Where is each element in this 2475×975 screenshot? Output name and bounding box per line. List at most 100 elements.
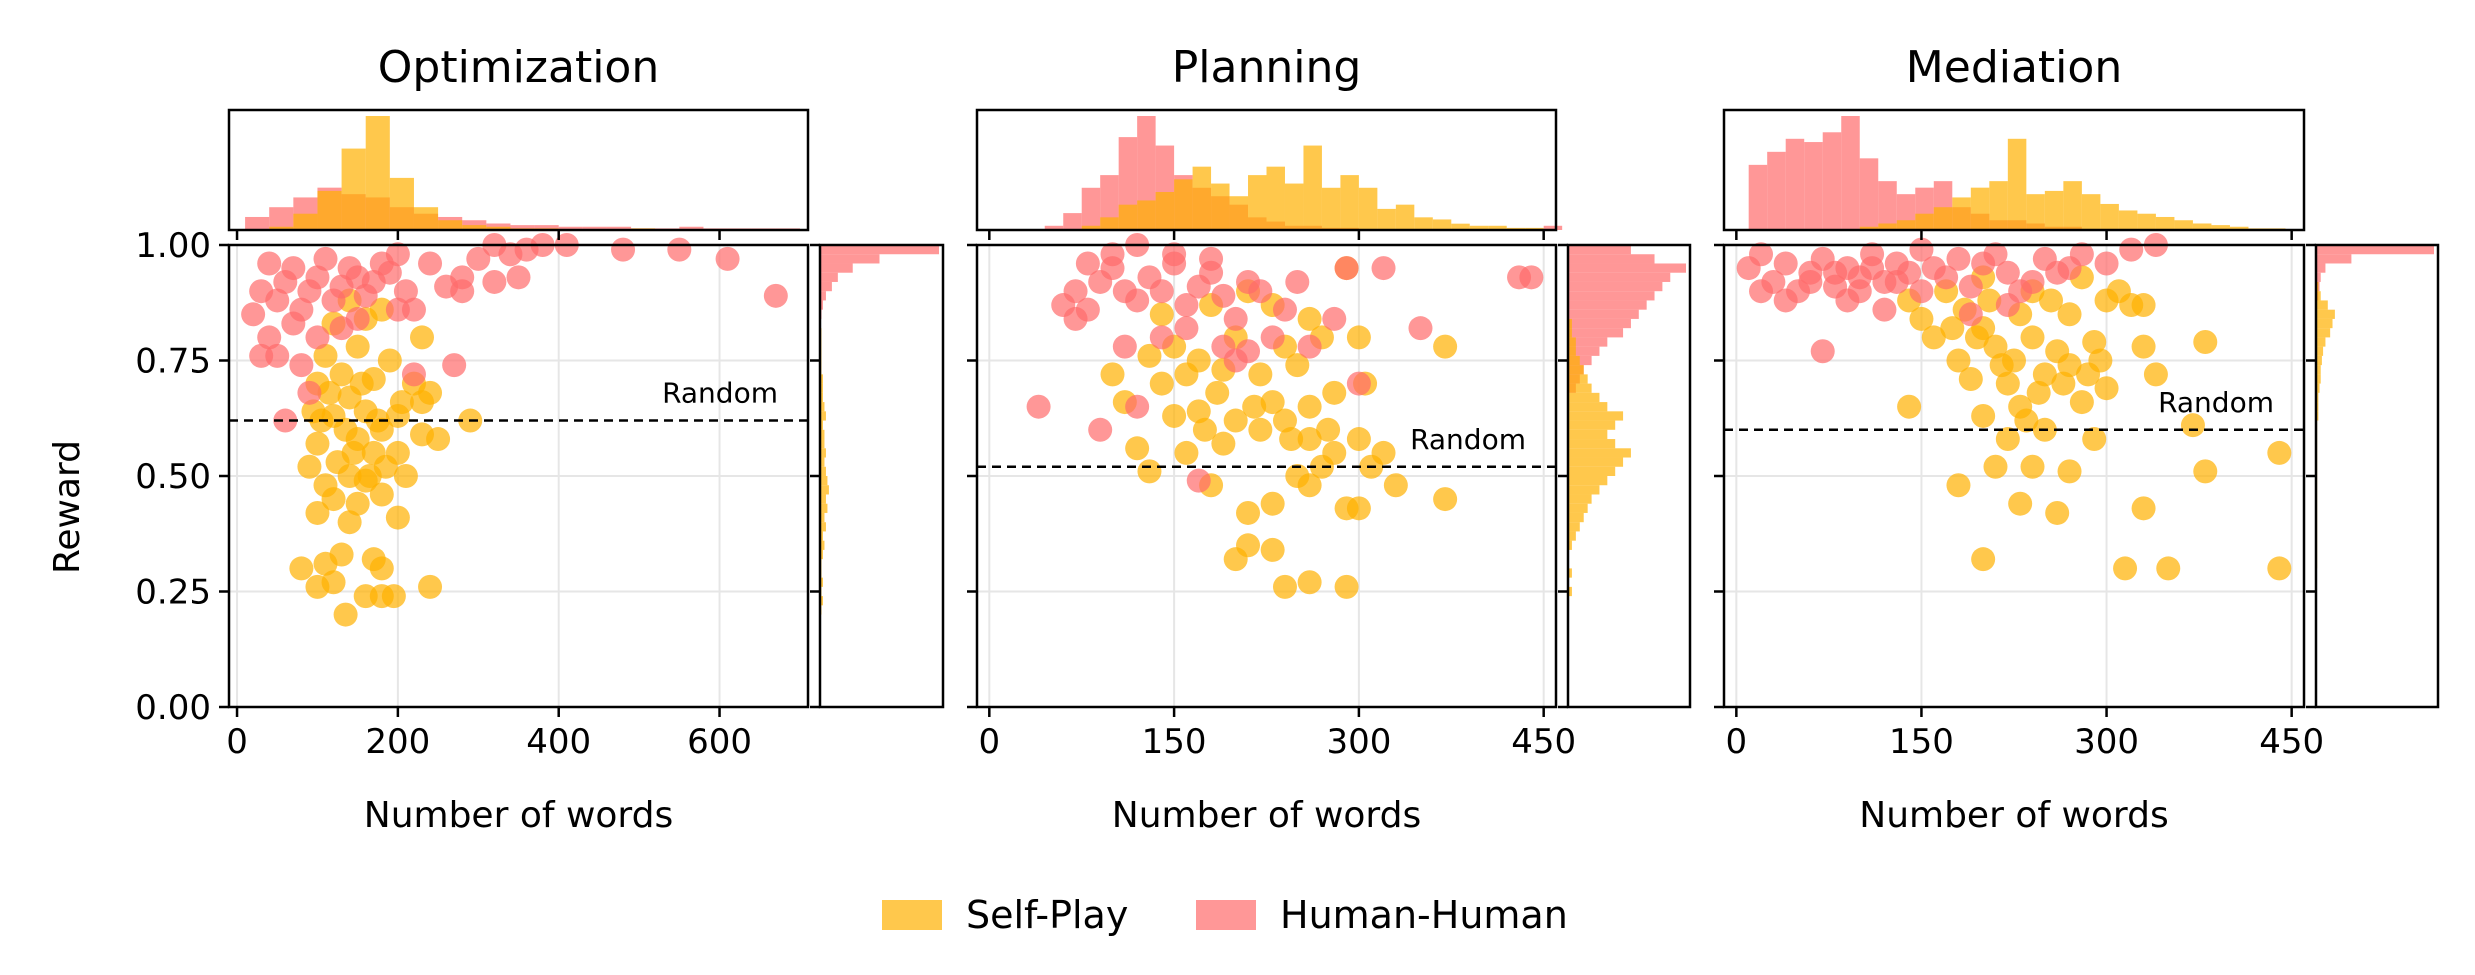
scatter-point xyxy=(313,246,338,271)
scatter-point xyxy=(1125,288,1150,313)
hist-bar-self-play xyxy=(1568,448,1631,458)
scatter-point xyxy=(2045,339,2070,364)
scatter-point xyxy=(482,269,507,294)
scatter-point xyxy=(1192,417,1217,442)
scatter-point xyxy=(418,574,443,599)
scatter-point xyxy=(1860,256,1885,281)
hist-bar-self-play xyxy=(1568,328,1572,338)
scatter-point xyxy=(2180,413,2205,438)
hist-bar-self-play xyxy=(2174,220,2193,230)
scatter-point xyxy=(337,510,362,535)
scatter-point xyxy=(313,343,338,368)
hist-bar-human-human xyxy=(1568,328,1624,338)
scatter-point xyxy=(1112,334,1137,359)
series-self-play xyxy=(1897,265,2292,581)
series-human-human xyxy=(241,233,788,433)
scatter-point xyxy=(305,431,330,456)
hist-bar-self-play xyxy=(1568,494,1592,504)
hist-bar-self-play xyxy=(2026,194,2045,230)
scatter-point xyxy=(1137,343,1162,368)
scatter-point xyxy=(1810,339,1835,364)
hist-bar-human-human xyxy=(558,226,583,230)
hist-bar-human-human xyxy=(2316,245,2434,255)
legend-swatch-self-play xyxy=(882,900,942,930)
hist-bar-self-play xyxy=(1358,187,1378,230)
hist-bar-self-play xyxy=(1915,213,1934,230)
hist-bar-self-play xyxy=(1248,175,1267,230)
hist-bar-human-human xyxy=(820,254,880,264)
scatter-point xyxy=(1125,436,1150,461)
hist-bar-self-play xyxy=(2316,309,2335,319)
series-human-human xyxy=(1026,233,1544,493)
scatter-point xyxy=(2082,427,2107,452)
scatter-point xyxy=(1199,246,1224,271)
scatter-point xyxy=(1946,473,1971,498)
hist-bar-self-play xyxy=(1952,197,1971,230)
panel-planning: Planning Random 0 150 300 450 Number of words xyxy=(967,42,1692,836)
hist-bar-self-play xyxy=(1568,402,1608,412)
hist-bar-self-play xyxy=(1568,318,1572,329)
scatter-point xyxy=(2057,302,2082,327)
scatter-point xyxy=(345,265,370,290)
hist-bar-self-play xyxy=(1568,392,1600,403)
scatter-point xyxy=(2020,454,2045,479)
hist-bar-self-play xyxy=(317,190,342,230)
hist-bar-self-play xyxy=(1568,374,1588,384)
scatter-point xyxy=(1921,325,1946,350)
hist-bar-human-human xyxy=(820,291,826,301)
hist-bar-self-play xyxy=(820,402,825,412)
scatter-point xyxy=(1958,302,1983,327)
hist-bar-human-human xyxy=(820,281,832,292)
hist-bar-self-play xyxy=(820,420,823,430)
scatter-point xyxy=(289,556,314,581)
series-human-human xyxy=(1736,233,2168,364)
scatter-point xyxy=(1433,334,1458,359)
hist-bar-human-human xyxy=(1081,187,1101,230)
hist-bar-human-human xyxy=(1543,225,1563,230)
scatter-point xyxy=(410,325,434,350)
hist-bar-human-human xyxy=(820,272,838,282)
hist-bar-human-human xyxy=(582,226,607,230)
scatter-point xyxy=(2082,330,2107,355)
scatter-point xyxy=(341,440,366,465)
scatter-point xyxy=(317,380,342,405)
scatter-point xyxy=(1100,242,1125,267)
scatter-point xyxy=(2119,237,2144,262)
hist-bar-self-play xyxy=(1211,183,1230,230)
scatter-point xyxy=(1884,269,1909,294)
hist-bar-self-play xyxy=(1568,512,1584,523)
hist-bar-self-play xyxy=(2316,337,2326,347)
scatter-point xyxy=(2039,288,2064,313)
scatter-point xyxy=(1272,574,1297,599)
scatter-point xyxy=(1346,371,1371,396)
hist-bar-self-play xyxy=(1568,522,1580,532)
scatter-point xyxy=(1297,570,1322,595)
scatter-point xyxy=(1063,306,1088,331)
hist-bar-self-play xyxy=(2316,355,2322,366)
scatter-point xyxy=(1075,251,1100,276)
scatter-point xyxy=(1909,279,1934,304)
scatter-point xyxy=(1371,256,1396,281)
scatter-point xyxy=(1897,394,1922,419)
hist-bar-self-play xyxy=(1568,411,1624,421)
scatter-point xyxy=(2193,330,2218,355)
hist-bar-self-play xyxy=(820,476,828,486)
x-axis-label: Number of words xyxy=(364,795,673,836)
panel-mediation: Mediation Random 0 150 300 450 Number of words xyxy=(1714,42,2440,836)
hist-bar-self-play xyxy=(2316,328,2331,338)
hist-bar-self-play xyxy=(820,466,826,476)
hist-bar-human-human xyxy=(1748,164,1768,230)
hist-bar-human-human xyxy=(1568,263,1686,273)
panel-optimization: Optimization Random 0 200 400 600 Number of wo… xyxy=(135,42,945,836)
hist-bar-human-human xyxy=(1767,151,1786,230)
scatter-point xyxy=(329,362,354,387)
right-histogram-frame xyxy=(2314,243,2440,709)
scatter-point xyxy=(1983,242,2008,267)
hist-bar-self-play xyxy=(820,522,826,532)
x-tick-label: 300 xyxy=(1326,722,1391,762)
right-histogram xyxy=(820,245,939,615)
hist-bar-self-play xyxy=(820,577,823,587)
scatter-point xyxy=(1940,316,1965,341)
hist-bar-self-play xyxy=(820,549,823,560)
hist-bar-self-play xyxy=(2316,346,2324,356)
